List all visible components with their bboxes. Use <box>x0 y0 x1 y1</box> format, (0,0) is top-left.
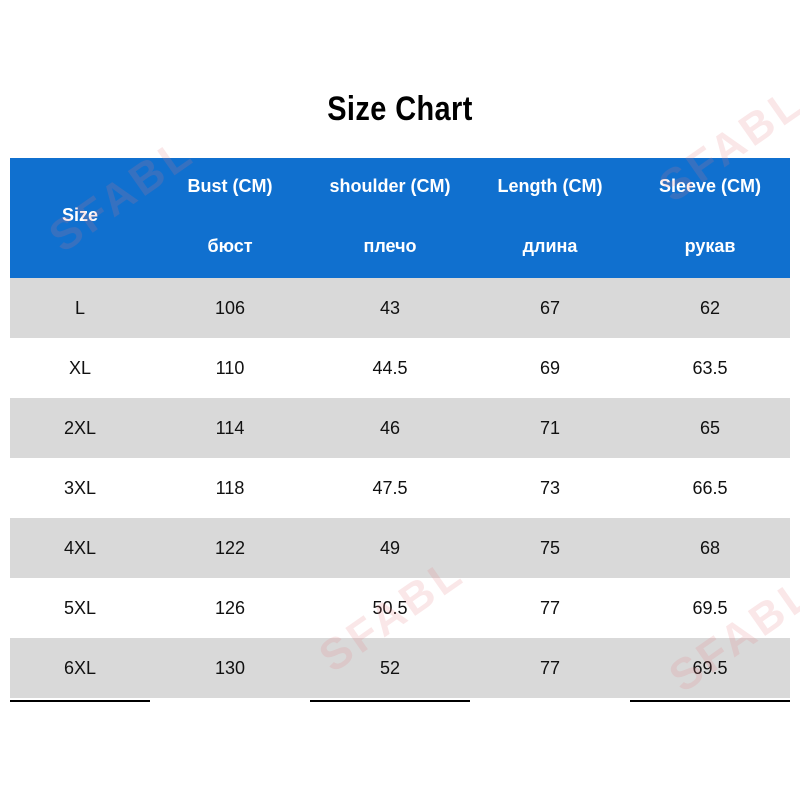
value-cell: 77 <box>539 598 561 618</box>
value-cell: 46 <box>379 418 401 438</box>
value-cell: 126 <box>214 598 246 618</box>
value-cell: 66.5 <box>692 478 728 498</box>
size-cell: XL <box>68 358 92 378</box>
header-label-ru: плечо <box>363 236 417 256</box>
header-label: Bust (CM) <box>187 176 273 196</box>
size-cell: 3XL <box>63 478 97 498</box>
value-cell: 43 <box>379 298 401 318</box>
table-row: 3XL 118 47.5 73 66.5 <box>10 458 790 518</box>
table-row: 5XL 126 50.5 77 69.5 <box>10 578 790 638</box>
value-cell: 75 <box>539 538 561 558</box>
value-cell: 69.5 <box>692 658 728 678</box>
header-cell: Bust (CM) бюст <box>150 158 310 278</box>
value-cell: 68 <box>699 538 721 558</box>
value-cell: 122 <box>214 538 246 558</box>
value-cell: 71 <box>539 418 561 438</box>
header-cell: Size <box>10 158 150 278</box>
bottom-border <box>10 700 150 702</box>
value-cell: 50.5 <box>372 598 408 618</box>
header-label-ru: рукав <box>684 236 736 256</box>
value-cell: 62 <box>699 298 721 318</box>
value-cell: 44.5 <box>372 358 408 378</box>
header-cell: Length (CM) длина <box>470 158 630 278</box>
header-label: Length (CM) <box>497 176 603 196</box>
size-cell: 6XL <box>63 658 97 678</box>
value-cell: 130 <box>214 658 246 678</box>
value-cell: 106 <box>214 298 246 318</box>
header-cell: Sleeve (CM) рукав <box>630 158 790 278</box>
header-cell: shoulder (CM) плечо <box>310 158 470 278</box>
header-label: Size <box>61 205 99 225</box>
title: Size Chart <box>327 90 473 128</box>
header-label: shoulder (CM) <box>329 176 451 196</box>
table-row: L 106 43 67 62 <box>10 278 790 338</box>
size-cell: 2XL <box>63 418 97 438</box>
value-cell: 77 <box>539 658 561 678</box>
value-cell: 49 <box>379 538 401 558</box>
table-row: 6XL 130 52 77 69.5 <box>10 638 790 698</box>
value-cell: 110 <box>215 358 245 378</box>
value-cell: 47.5 <box>372 478 408 498</box>
bottom-border <box>630 700 790 702</box>
header-label-ru: бюст <box>207 236 253 256</box>
value-cell: 52 <box>379 658 401 678</box>
size-cell: 4XL <box>63 538 97 558</box>
value-cell: 69 <box>539 358 561 378</box>
value-cell: 63.5 <box>692 358 728 378</box>
header-label: Sleeve (CM) <box>658 176 762 196</box>
bottom-border <box>310 700 470 702</box>
header-label-ru: длина <box>522 236 578 256</box>
value-cell: 65 <box>699 418 721 438</box>
size-cell: L <box>74 298 85 318</box>
value-cell: 73 <box>539 478 561 498</box>
value-cell: 114 <box>215 418 245 438</box>
value-cell: 69.5 <box>692 598 728 618</box>
table-row: 2XL 114 46 71 65 <box>10 398 790 458</box>
size-cell: 5XL <box>63 598 97 618</box>
value-cell: 67 <box>539 298 561 318</box>
value-cell: 118 <box>215 478 245 498</box>
header-row: Size Bust (CM) бюст shoulder (CM) плечо Lengt… <box>10 158 790 278</box>
table-row: 4XL 122 49 75 68 <box>10 518 790 578</box>
table-row: XL 110 44.5 69 63.5 <box>10 338 790 398</box>
